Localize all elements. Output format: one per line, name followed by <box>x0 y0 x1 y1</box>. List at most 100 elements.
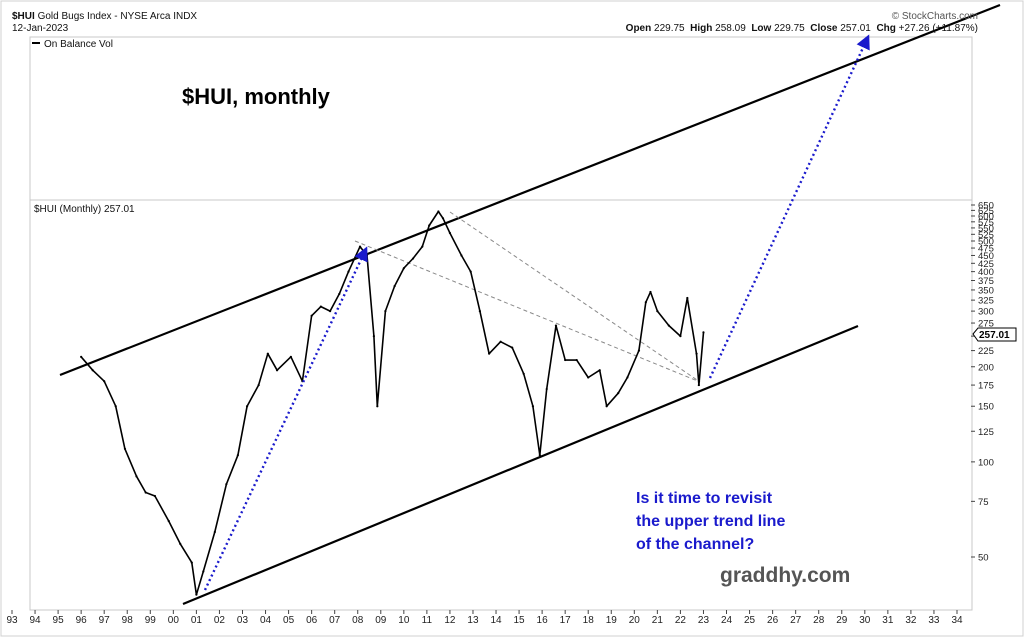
y-tick-label: 650 <box>978 201 994 212</box>
x-tick-label: 16 <box>537 615 549 626</box>
price-point <box>328 310 332 313</box>
x-tick-label: 19 <box>606 615 618 626</box>
price-point <box>428 224 431 227</box>
y-tick-label: 325 <box>978 296 994 307</box>
price-point <box>437 210 440 213</box>
price-point <box>649 290 652 294</box>
x-tick-label: 22 <box>675 615 687 626</box>
x-tick-label: 99 <box>145 615 157 626</box>
x-tick-label: 27 <box>790 615 802 626</box>
dashed-line-2008 <box>354 240 701 383</box>
lower-trend-line <box>182 324 859 606</box>
price-point <box>402 267 405 270</box>
y-axis: 6506256005755505255004754504254003753503… <box>971 201 994 564</box>
y-tick-label: 425 <box>978 259 994 270</box>
y-tick-label: 275 <box>978 319 994 330</box>
x-tick-label: 95 <box>53 615 65 626</box>
x-tick-label: 17 <box>560 615 572 626</box>
y-tick-label: 175 <box>978 381 994 392</box>
x-tick-label: 20 <box>629 615 641 626</box>
price-point <box>376 405 379 408</box>
price-point <box>190 561 193 564</box>
price-point <box>310 314 313 317</box>
date-label: 12-Jan-2023 <box>12 23 69 34</box>
y-tick-label: 550 <box>978 223 994 234</box>
price-panel-border <box>29 199 973 611</box>
question-line-1: Is it time to revisit <box>636 490 773 507</box>
price-point <box>686 296 689 300</box>
y-tick-label: 200 <box>978 362 994 373</box>
credit-label[interactable]: © StockCharts.com <box>891 11 978 22</box>
y-tick-label: 600 <box>978 211 994 222</box>
index-name: Gold Bugs Index - NYSE Arca <box>37 11 171 22</box>
chart-annotation-title: $HUI, monthly <box>182 84 331 109</box>
price-point <box>213 530 216 534</box>
x-tick-label: 04 <box>260 615 272 626</box>
x-tick-label: 09 <box>375 615 387 626</box>
x-tick-label: 03 <box>237 615 249 626</box>
price-point <box>478 310 481 313</box>
upper-trend-line <box>59 3 1001 377</box>
price-point <box>153 494 157 498</box>
price-point <box>598 369 601 372</box>
price-point <box>421 245 424 248</box>
x-tick-label: 06 <box>306 615 318 626</box>
price-point <box>587 376 590 379</box>
price-point <box>679 335 682 338</box>
watermark: graddhy.com <box>720 564 850 587</box>
x-tick-label: 94 <box>29 615 41 626</box>
price-point <box>225 483 228 486</box>
x-tick-label: 25 <box>744 615 756 626</box>
x-tick-label: 07 <box>329 615 341 626</box>
price-point <box>545 387 548 391</box>
price-point <box>656 310 659 313</box>
price-point <box>617 392 620 395</box>
price-point <box>441 217 445 220</box>
price-point <box>179 542 182 546</box>
price-point <box>347 270 350 273</box>
price-point <box>123 447 127 450</box>
x-tick-label: 02 <box>214 615 226 626</box>
x-tick-label: 31 <box>882 615 894 626</box>
price-point <box>637 349 641 352</box>
price-point <box>575 358 578 362</box>
price-point <box>522 372 525 375</box>
x-tick-label: 29 <box>836 615 848 626</box>
y-tick-label: 375 <box>978 276 994 287</box>
price-point <box>195 593 198 596</box>
price-point <box>372 335 375 338</box>
price-point <box>469 270 472 273</box>
y-tick-label: 525 <box>978 230 994 241</box>
price-point <box>644 301 647 304</box>
x-axis: 93 94 95 96 97 98 99 00 01 02 03 04 05 06 07 08 09 10 11 12… <box>6 610 963 626</box>
price-point <box>319 305 322 308</box>
x-tick-label: 96 <box>76 615 88 626</box>
symbol: $HUI <box>12 11 35 22</box>
price-point <box>245 405 249 408</box>
price-point <box>554 324 558 327</box>
y-tick-label: 75 <box>978 497 989 508</box>
price-point <box>697 383 700 387</box>
x-tick-label: 30 <box>859 615 871 626</box>
price-point <box>511 346 514 349</box>
price-point <box>135 475 138 478</box>
price-point <box>103 380 106 383</box>
x-tick-label: 26 <box>767 615 779 626</box>
chart-title: $HUI (Monthly) 257.01 <box>34 204 135 215</box>
x-tick-label: 14 <box>490 615 502 626</box>
price-point <box>538 454 541 457</box>
price-point <box>393 284 396 288</box>
price-point <box>167 519 170 523</box>
price-point <box>460 254 463 257</box>
price-point <box>702 331 705 334</box>
ohlc-readout: Open 229.75 High 258.09 Low 229.75 Close… <box>625 23 978 34</box>
y-tick-label: 225 <box>978 346 994 357</box>
price-point <box>626 376 629 379</box>
x-tick-label: 32 <box>905 615 917 626</box>
price-point <box>114 405 117 408</box>
price-point <box>667 324 670 327</box>
x-tick-label: 12 <box>444 615 456 626</box>
